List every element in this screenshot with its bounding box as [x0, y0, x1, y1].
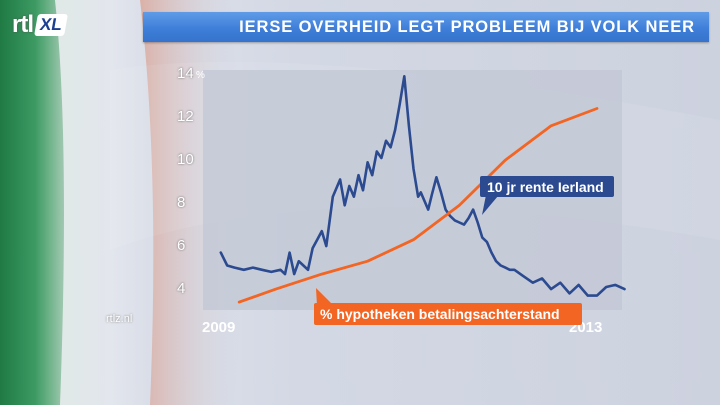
y-tick-label: 8	[177, 194, 185, 211]
series-line	[219, 75, 626, 297]
y-tick-label: 10	[177, 151, 194, 168]
series-label-pointer	[316, 288, 332, 306]
website-watermark: rtlz.nl	[106, 313, 133, 325]
y-unit-label: %	[196, 70, 205, 81]
page-title: IERSE OVERHEID LEGT PROBLEEM BIJ VOLK NE…	[239, 18, 695, 36]
series-label-pointer	[482, 195, 498, 215]
series-line	[237, 107, 599, 304]
y-tick-label: 4	[177, 280, 185, 297]
series-label-box	[480, 176, 614, 197]
y-tick-label: 6	[177, 237, 185, 254]
x-tick-label: 2009	[202, 319, 235, 336]
series-label-box	[314, 303, 582, 325]
rtl-xl-logo: rtl XL	[12, 11, 68, 38]
y-tick-label: 14	[177, 65, 194, 82]
logo-rtl-text: rtl	[12, 11, 34, 38]
series-label: 10 jr rente Ierland	[487, 179, 604, 195]
y-tick-label: 12	[177, 108, 194, 125]
title-bar: IERSE OVERHEID LEGT PROBLEEM BIJ VOLK NE…	[143, 12, 709, 42]
series-label: % hypotheken betalingsachterstand	[320, 306, 560, 322]
